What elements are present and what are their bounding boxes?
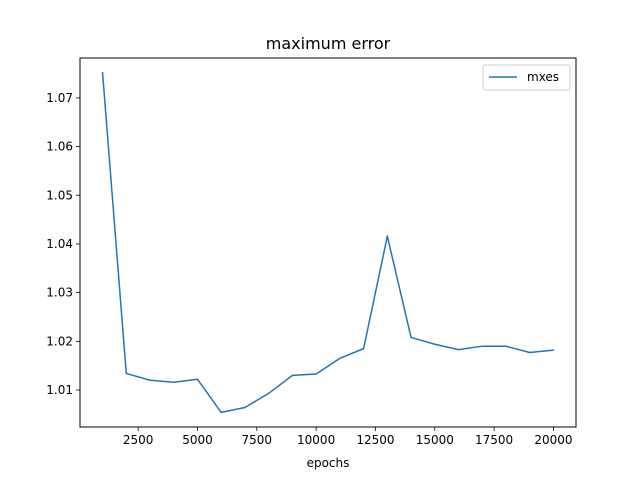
x-tick-label: 17500 [475, 433, 513, 447]
data-point [410, 336, 412, 339]
series-line-mxes [101, 72, 554, 414]
x-tick-label: 10000 [297, 433, 335, 447]
x-tick-label: 20000 [534, 433, 572, 447]
x-tick-label: 5000 [182, 433, 213, 447]
x-tick-label: 2500 [123, 433, 154, 447]
x-axis-ticks: 2500 5000 7500 10000 12500 15000 17500 20000 [123, 427, 573, 447]
x-axis-label: epochs [307, 456, 350, 470]
legend: mxes [482, 64, 571, 91]
x-tick-label: 12500 [356, 433, 394, 447]
data-point [339, 357, 341, 360]
data-point [149, 379, 151, 382]
legend-label-mxes: mxes [527, 70, 559, 84]
y-tick-label: 1.05 [46, 188, 73, 202]
data-point [505, 345, 507, 347]
x-tick-label: 15000 [416, 433, 454, 447]
data-point [196, 378, 199, 381]
y-tick-label: 1.03 [46, 286, 73, 300]
y-tick-label: 1.07 [46, 91, 73, 105]
data-point [362, 347, 365, 350]
y-tick-label: 1.06 [46, 140, 73, 154]
data-point [244, 406, 246, 409]
data-point [386, 235, 389, 237]
data-point [481, 345, 484, 347]
y-axis-ticks: 1.01 1.02 1.03 1.04 1.05 1.06 1.07 [46, 91, 80, 397]
legend-box [482, 64, 571, 91]
plot-frame [79, 57, 577, 428]
chart-title: maximum error [266, 34, 391, 53]
y-tick-label: 1.04 [46, 237, 73, 251]
data-point [552, 349, 555, 351]
data-point [434, 343, 436, 345]
data-point [315, 373, 317, 375]
data-point [457, 348, 460, 351]
data-point [172, 381, 175, 383]
x-tick-label: 7500 [242, 433, 273, 447]
data-point [125, 372, 128, 375]
data-point [101, 71, 104, 74]
data-point [267, 392, 270, 395]
data-point [220, 411, 222, 414]
plot-area [101, 71, 555, 414]
data-point [291, 374, 294, 377]
y-tick-label: 1.02 [46, 334, 73, 348]
y-tick-label: 1.01 [46, 383, 73, 397]
data-point [528, 351, 531, 354]
